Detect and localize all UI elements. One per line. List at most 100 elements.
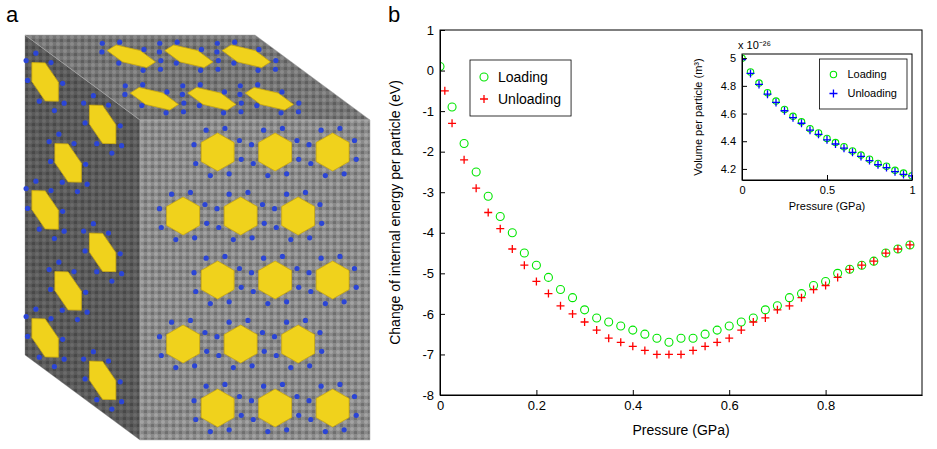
ligand-atom <box>199 47 204 52</box>
ligand-atom <box>118 123 123 128</box>
point <box>761 306 769 314</box>
point <box>815 130 823 138</box>
ligand-atom <box>180 92 185 97</box>
ligand-atom <box>319 349 324 354</box>
point <box>749 318 757 326</box>
ligand-atom <box>71 269 76 274</box>
tick-label: 4.2 <box>721 163 736 175</box>
ligand-atom <box>215 41 220 46</box>
tick: 4.4 <box>721 135 747 147</box>
axis-line <box>440 31 441 396</box>
y-axis: 10-1-2-3-4-5-6-7-8 <box>422 23 445 403</box>
point <box>713 338 721 346</box>
ligand-atom <box>157 49 162 54</box>
point <box>472 168 480 176</box>
ligand-atom <box>354 157 359 162</box>
tick-mark <box>440 314 445 315</box>
tick: 0 <box>427 63 445 78</box>
tick-mark <box>742 169 747 170</box>
ligand-atom <box>296 109 301 114</box>
ligand-atom <box>48 159 53 164</box>
tick-label: -8 <box>422 388 434 403</box>
point <box>605 318 613 326</box>
tick-label: 0.6 <box>721 398 739 413</box>
tick-label: -5 <box>422 266 434 281</box>
particle <box>55 144 81 183</box>
tick-label: 1 <box>427 23 434 38</box>
y-multiplier: x 10⁻²⁶ <box>738 39 771 51</box>
ligand-atom <box>60 308 65 313</box>
ligand-atom <box>265 301 270 306</box>
tick-mark <box>440 30 445 31</box>
ligand-atom <box>202 330 207 335</box>
tick-label: -6 <box>422 307 434 322</box>
ligand-atom <box>123 83 128 88</box>
point <box>677 334 685 342</box>
ligand-atom <box>306 142 311 147</box>
point <box>870 257 878 265</box>
tick-mark <box>826 390 827 395</box>
ligand-atom <box>294 394 299 399</box>
point <box>653 350 661 358</box>
point <box>874 161 882 169</box>
tick-mark <box>633 390 634 395</box>
ligand-atom <box>237 92 242 97</box>
particle <box>55 272 81 311</box>
ligand-atom <box>116 60 121 65</box>
point <box>677 350 685 358</box>
ligand-atom <box>82 248 87 253</box>
ligand-atom <box>180 83 185 88</box>
ligand-atom <box>198 68 203 73</box>
tick: 0.8 <box>817 390 835 413</box>
ligand-atom <box>245 190 250 195</box>
point <box>832 140 840 148</box>
tick-label: 5 <box>730 52 736 64</box>
ligand-atom <box>197 103 202 108</box>
point <box>581 318 589 326</box>
point <box>891 168 899 176</box>
ligand-atom <box>284 171 289 176</box>
particle <box>167 197 200 235</box>
ligand-atom <box>280 254 285 259</box>
ligand-atom <box>262 221 267 226</box>
point <box>846 265 854 273</box>
ligand-atom <box>52 236 57 241</box>
tick-label: 4.8 <box>721 80 736 92</box>
ligand-atom <box>204 256 209 261</box>
ligand-atom <box>250 235 255 240</box>
ligand-atom <box>100 41 105 46</box>
point <box>894 245 902 253</box>
ligand-atom <box>191 270 196 275</box>
ligand-atom <box>239 157 244 162</box>
ligand-atom <box>296 100 301 105</box>
legend-box <box>819 59 907 109</box>
ligand-atom <box>222 126 227 131</box>
particle <box>316 261 349 299</box>
tick-mark <box>742 114 747 115</box>
ligand-atom <box>265 429 270 434</box>
ligand-atom <box>352 394 357 399</box>
ligand-atom <box>260 202 265 207</box>
point <box>689 334 697 342</box>
ligand-atom <box>238 83 243 88</box>
ligand-atom <box>191 398 196 403</box>
ligand-atom <box>157 334 162 339</box>
point <box>755 80 763 88</box>
tick: 4.8 <box>721 80 747 92</box>
ligand-atom <box>60 337 65 342</box>
ligand-atom <box>215 67 220 72</box>
ligand-atom <box>204 221 209 226</box>
tick: 0.2 <box>528 390 546 413</box>
point <box>908 172 912 180</box>
ligand-atom <box>94 269 99 274</box>
ligand-atom <box>202 202 207 207</box>
ligand-atom <box>272 334 277 339</box>
legend-marker <box>829 90 837 98</box>
ligand-atom <box>255 68 260 73</box>
particle <box>188 87 236 110</box>
tick-label: 4.4 <box>721 135 736 147</box>
point <box>472 184 480 192</box>
legend-marker <box>480 95 488 103</box>
ligand-atom <box>308 289 313 294</box>
point <box>508 229 516 237</box>
